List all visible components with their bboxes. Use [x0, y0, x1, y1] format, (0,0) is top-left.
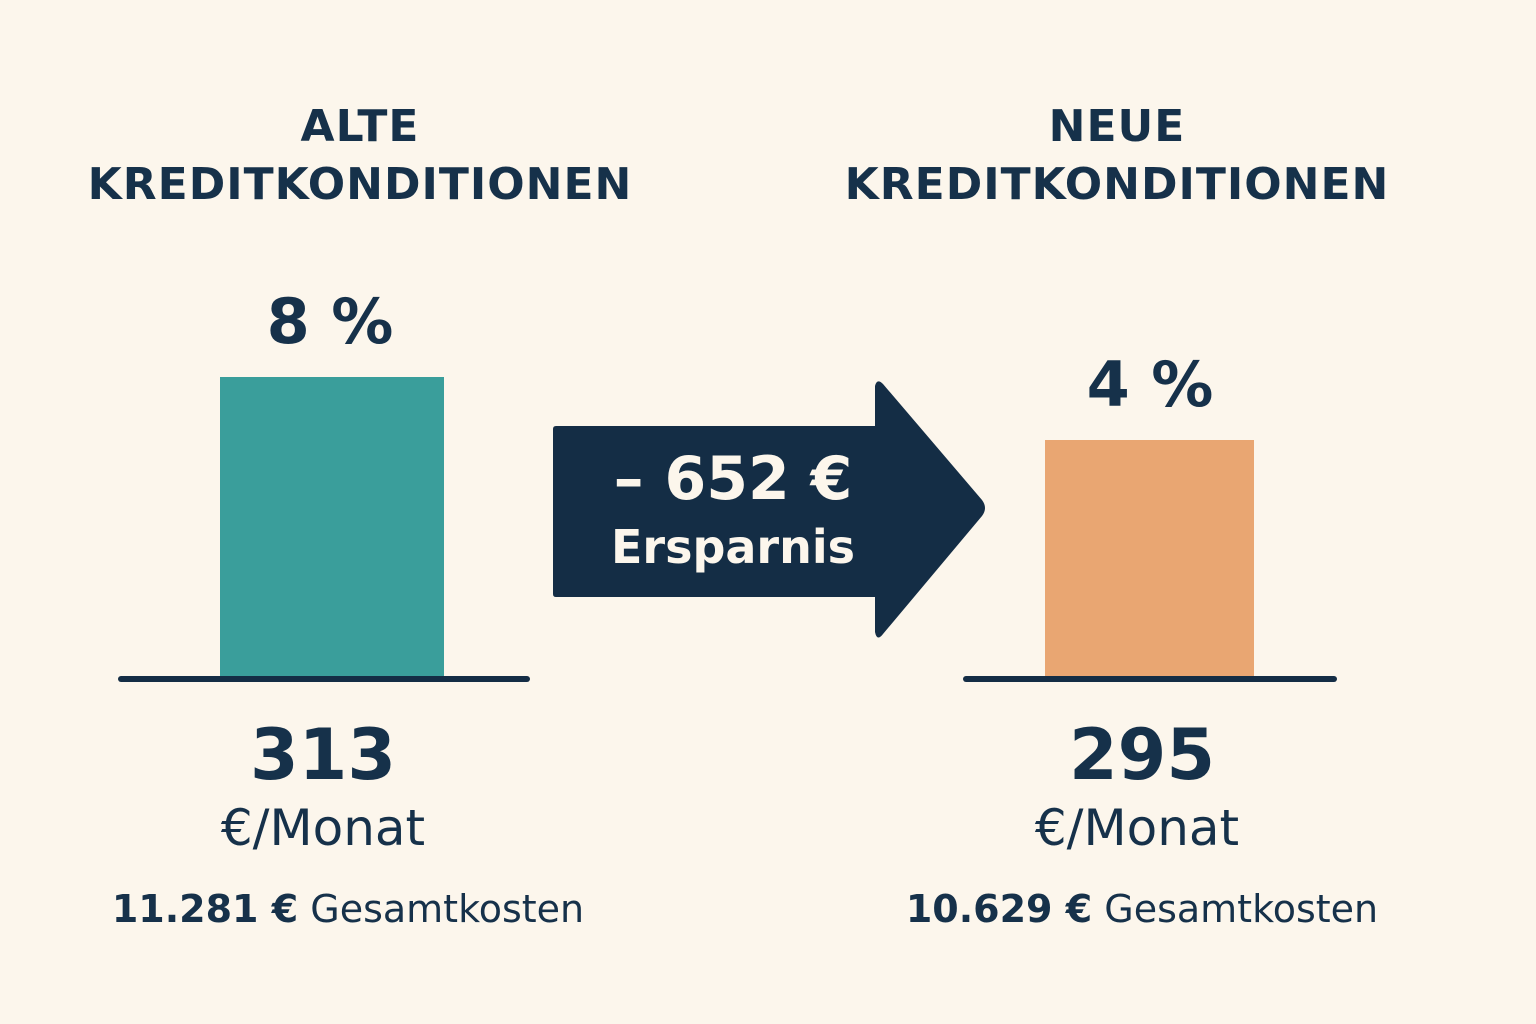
new-heading-line2: KREDITKONDITIONEN: [844, 159, 1390, 210]
old-baseline: [118, 676, 530, 682]
old-monthly-amount: 313: [249, 714, 397, 796]
new-rate-bar: [1045, 440, 1254, 679]
old-total-amount: 11.281 €: [111, 887, 299, 931]
old-rate-bar: [220, 377, 444, 679]
new-total-label: Gesamtkosten: [1104, 887, 1379, 931]
new-total-cost: 10.629 € Gesamtkosten: [842, 885, 1442, 933]
new-monthly-unit: €/Monat: [1034, 799, 1240, 857]
old-heading-line1: ALTE: [300, 101, 420, 152]
new-heading-line1: NEUE: [1048, 101, 1186, 152]
new-conditions-heading: NEUE KREDITKONDITIONEN: [817, 98, 1417, 214]
right-arrow-icon: [553, 381, 985, 638]
new-baseline: [963, 676, 1337, 682]
old-conditions-heading: ALTE KREDITKONDITIONEN: [60, 98, 660, 214]
new-total-amount: 10.629 €: [905, 887, 1093, 931]
old-heading-line2: KREDITKONDITIONEN: [87, 159, 633, 210]
new-rate-label: 4 %: [1086, 348, 1214, 421]
savings-amount: – 652 €: [613, 444, 853, 514]
old-total-label: Gesamtkosten: [310, 887, 585, 931]
old-rate-label: 8 %: [266, 285, 394, 358]
new-monthly-amount: 295: [1068, 714, 1216, 796]
savings-label: Ersparnis: [610, 520, 856, 574]
savings-annotation: – 652 € Ersparnis: [553, 440, 913, 576]
old-monthly-unit: €/Monat: [220, 799, 426, 857]
old-total-cost: 11.281 € Gesamtkosten: [48, 885, 648, 933]
